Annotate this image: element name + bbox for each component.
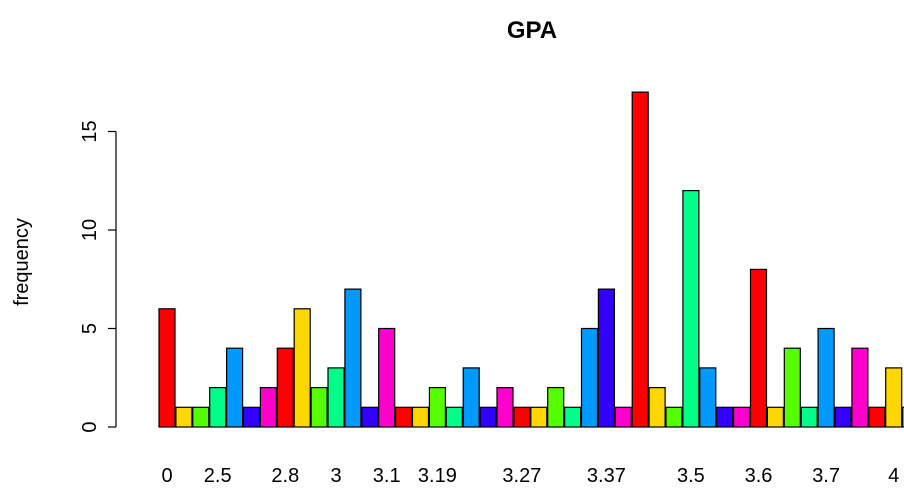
bar: [276, 347, 294, 428]
bar: [614, 406, 632, 428]
x-tick-label: 3.27: [502, 465, 541, 487]
y-tick-label: 10: [79, 219, 101, 241]
bars: [158, 91, 904, 428]
bar: [209, 387, 227, 428]
bar: [175, 406, 193, 428]
bar: [732, 406, 751, 428]
bar: [665, 406, 683, 428]
x-tick-label: 2.8: [271, 465, 299, 487]
bar: [817, 327, 835, 428]
bar: [310, 387, 328, 428]
bar: [800, 406, 818, 428]
bar: [496, 387, 514, 428]
x-tick-label: 3.7: [812, 465, 840, 487]
x-tick-label: 3.37: [587, 465, 626, 487]
bar: [462, 367, 480, 428]
bar: [783, 347, 801, 428]
bar: [378, 327, 396, 428]
bar: [530, 406, 548, 428]
x-tick-label: 2.5: [204, 465, 232, 487]
bar: [749, 268, 768, 428]
bar: [158, 308, 176, 428]
bar: [395, 406, 413, 428]
y-tick-label: 5: [79, 323, 101, 334]
bar: [597, 288, 616, 428]
bar: [411, 406, 430, 428]
bar: [766, 406, 785, 428]
bar: [682, 190, 700, 428]
y-tick-label: 15: [79, 120, 101, 142]
x-tick-label: 4: [888, 465, 899, 487]
bar: [361, 406, 379, 428]
bar: [563, 406, 582, 428]
bar: [631, 91, 649, 428]
bar: [648, 387, 666, 428]
bar: [192, 406, 210, 428]
bar: [699, 367, 717, 428]
x-tick-label: 0: [161, 465, 172, 487]
x-tick-label: 3.5: [677, 465, 705, 487]
bar: [327, 367, 345, 428]
x-tick-label: 3.19: [418, 465, 457, 487]
bar: [242, 406, 261, 428]
x-tick-label: 3: [330, 465, 341, 487]
bar: [547, 387, 565, 428]
bar: [580, 327, 599, 428]
x-tick-label: 3.6: [745, 465, 773, 487]
bar: [428, 387, 446, 428]
bar: [834, 406, 852, 428]
y-axis-label: frequency: [11, 218, 33, 306]
bar: [901, 406, 904, 428]
x-tick-label: 3.1: [373, 465, 401, 487]
chart-title: GPA: [507, 17, 557, 44]
bar: [226, 347, 244, 428]
bar: [885, 367, 903, 428]
bar: [513, 406, 531, 428]
bar: [851, 347, 869, 428]
bar: [479, 406, 497, 428]
bar: [716, 406, 734, 428]
x-axis-labels: 0 2.5 2.8 3 3.1 3.19 3.27 3.37 3.5 3.6 3.7 4: [161, 465, 899, 487]
bar: [259, 387, 277, 428]
bar: [445, 406, 463, 428]
bar: [868, 406, 886, 428]
bar: [344, 288, 362, 428]
y-tick-label: 0: [79, 421, 101, 432]
bar: [293, 308, 311, 428]
y-axis: 0 5 10 15: [79, 120, 117, 433]
